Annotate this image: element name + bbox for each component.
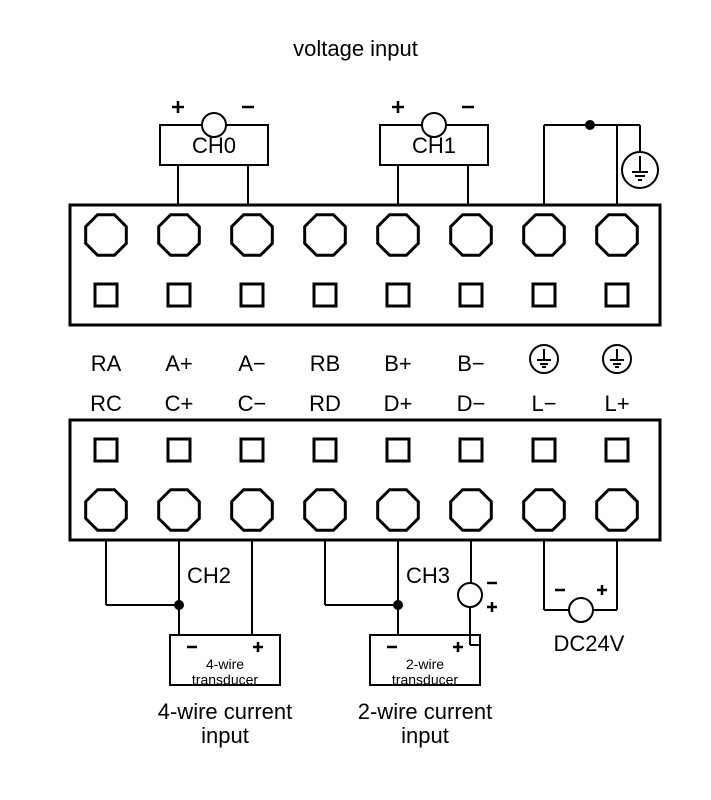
svg-text:L−: L− — [531, 391, 556, 416]
ch2-caption: 4-wire currentinput — [158, 699, 292, 748]
ch2-label: CH2 — [187, 563, 231, 588]
svg-text:A−: A− — [238, 351, 266, 376]
svg-text:RA: RA — [91, 351, 122, 376]
svg-text:C−: C− — [238, 391, 267, 416]
dc24v-label: DC24V — [554, 631, 625, 656]
svg-text:D+: D+ — [384, 391, 413, 416]
ch3-caption: 2-wire currentinput — [358, 699, 492, 748]
ch3-label: CH3 — [406, 563, 450, 588]
title: voltage input — [293, 36, 418, 61]
svg-text:A+: A+ — [165, 351, 193, 376]
svg-text:B+: B+ — [384, 351, 412, 376]
ch2-transducer-label: 4-wiretransducer — [192, 656, 258, 687]
svg-text:RC: RC — [90, 391, 122, 416]
svg-text:RD: RD — [309, 391, 341, 416]
svg-text:D−: D− — [457, 391, 486, 416]
svg-text:C+: C+ — [165, 391, 194, 416]
svg-text:RB: RB — [310, 351, 341, 376]
ch3-transducer-label: 2-wiretransducer — [392, 656, 458, 687]
svg-text:L+: L+ — [604, 391, 629, 416]
svg-text:B−: B− — [457, 351, 485, 376]
